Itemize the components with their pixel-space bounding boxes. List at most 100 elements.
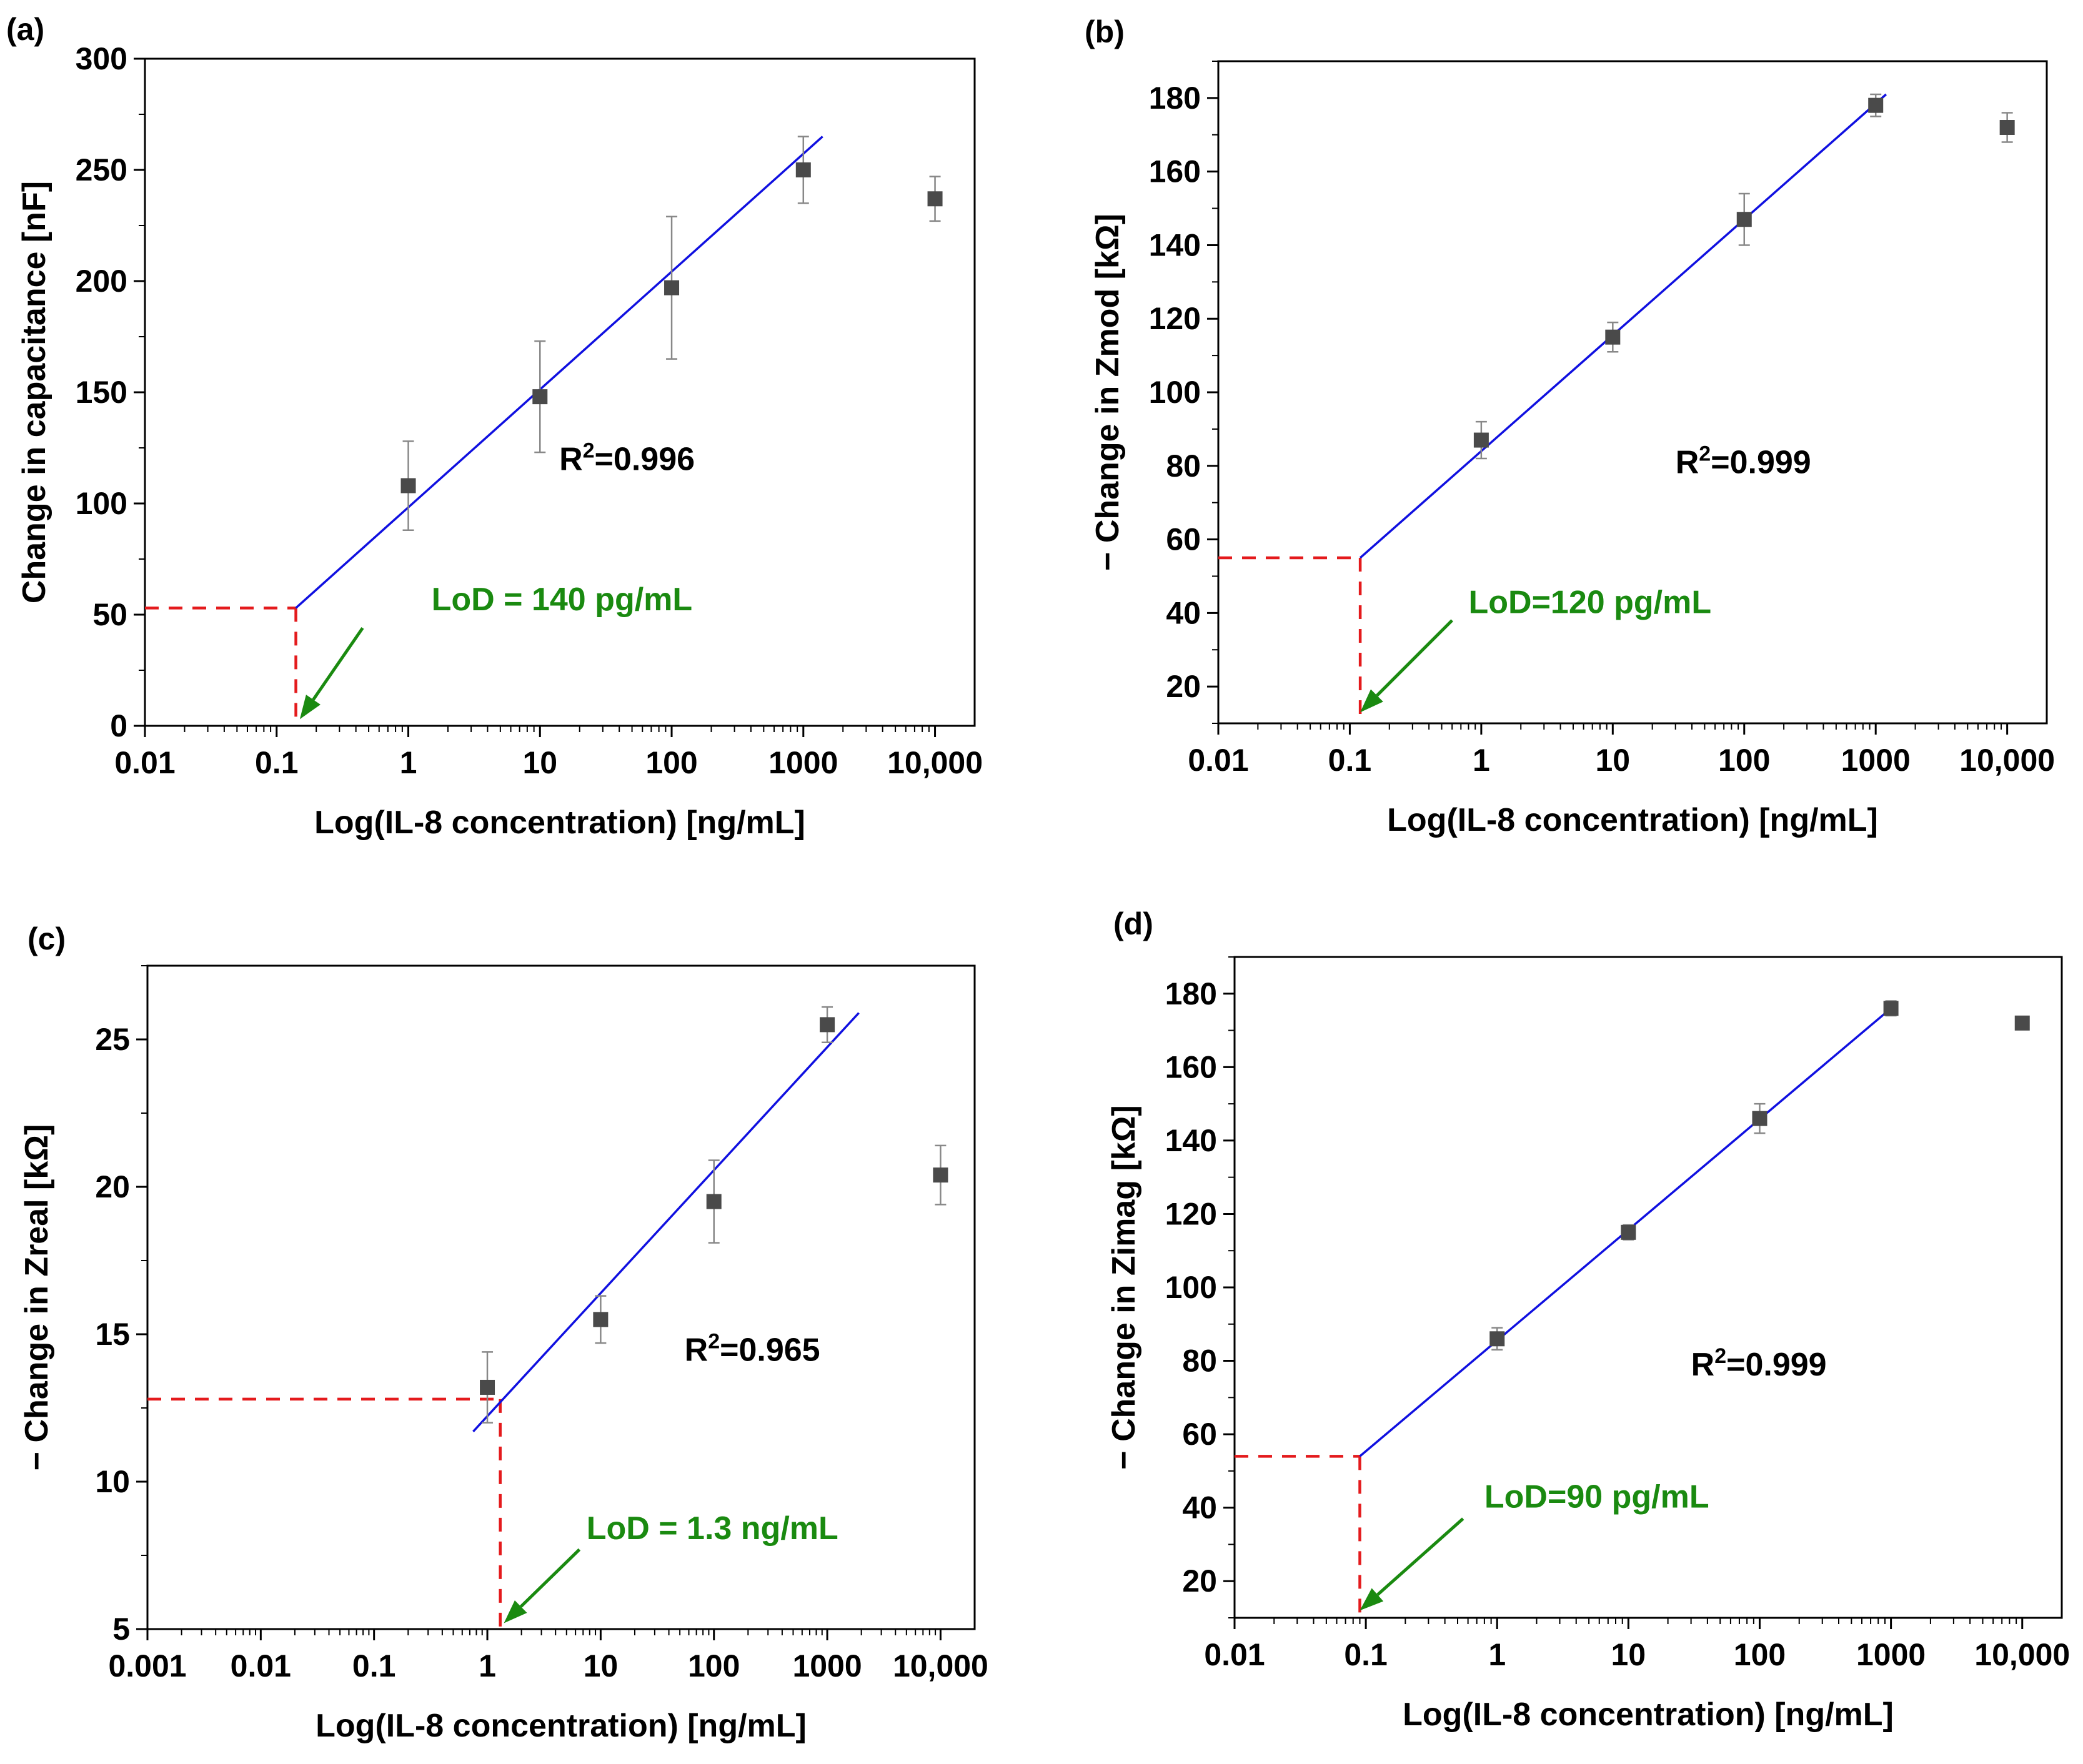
x-tick-label: 1000: [1856, 1637, 1926, 1672]
data-point: [664, 280, 680, 295]
y-tick-label: 120: [1149, 301, 1201, 336]
y-tick-label: 40: [1182, 1490, 1217, 1525]
x-tick-label: 100: [1734, 1637, 1786, 1672]
y-tick-label: 25: [95, 1022, 130, 1057]
data-point: [1621, 1224, 1636, 1240]
x-tick-label: 10,000: [1974, 1637, 2070, 1672]
lod-arrowhead: [1360, 1588, 1384, 1611]
y-axis-title: − Change in Zmod [kΩ]: [1090, 214, 1126, 571]
data-point: [1868, 97, 1884, 113]
r2-annotation: R2=0.999: [1691, 1344, 1827, 1383]
y-tick-label: 60: [1182, 1417, 1217, 1452]
x-tick-label: 0.1: [1344, 1637, 1388, 1672]
r2-superscript: 2: [583, 439, 595, 463]
x-axis-title: Log(IL-8 concentration) [ng/mL]: [1387, 802, 1878, 838]
data-point: [1473, 432, 1489, 448]
y-tick-label: 20: [1166, 669, 1201, 704]
chart-panel-0: (a) 0.01 0.1 1 10 100 1000 10,000 0 50 100 150 200 25…: [6, 12, 983, 841]
data-point: [1605, 329, 1621, 345]
panel-label: (d): [1113, 906, 1153, 941]
data-point: [532, 389, 548, 405]
data-point: [933, 1167, 948, 1183]
x-axis-title: Log(IL-8 concentration) [ng/mL]: [316, 1708, 807, 1744]
y-tick-label: 60: [1166, 522, 1201, 557]
x-tick-label: 0.1: [1328, 743, 1372, 778]
r2-annotation: R2=0.996: [559, 439, 695, 478]
y-tick-label: 100: [1165, 1270, 1217, 1305]
y-tick-label: 180: [1149, 81, 1201, 116]
data-point: [400, 478, 416, 493]
x-axis-title: Log(IL-8 concentration) [ng/mL]: [1403, 1697, 1894, 1733]
y-axis-title: − Change in Zimag [kΩ]: [1106, 1105, 1142, 1469]
r2-value: =0.996: [595, 442, 695, 478]
lod-label: LoD=90 pg/mL: [1484, 1479, 1709, 1515]
y-tick-label: 160: [1165, 1049, 1217, 1084]
y-tick-label: 15: [95, 1317, 130, 1352]
r2-value: =0.965: [720, 1332, 820, 1368]
data-point: [1883, 1001, 1899, 1016]
y-tick-label: 120: [1165, 1196, 1217, 1231]
r2-letter: R: [1691, 1347, 1715, 1383]
x-tick-label: 1: [1488, 1637, 1506, 1672]
x-tick-label: 10: [1611, 1637, 1646, 1672]
x-tick-label: 1000: [768, 745, 838, 780]
y-tick-label: 140: [1165, 1123, 1217, 1158]
fit-line: [472, 1012, 860, 1432]
x-tick-label: 100: [688, 1648, 740, 1683]
x-tick-label: 0.01: [231, 1648, 291, 1683]
y-tick-label: 40: [1166, 595, 1201, 630]
y-tick-label: 100: [76, 486, 127, 521]
x-tick-label: 10: [522, 745, 557, 780]
lod-arrowhead: [1360, 689, 1383, 713]
lod-arrow: [1376, 1517, 1464, 1596]
y-tick-label: 200: [76, 264, 127, 299]
lod-label: LoD = 1.3 ng/mL: [587, 1510, 838, 1547]
chart-panel-1: (b) 0.01 0.1 1 10 100 1000 10,000 20 40 60 80 100 120…: [1085, 14, 2055, 838]
lod-label: LoD = 140 pg/mL: [432, 582, 693, 618]
x-tick-label: 1000: [792, 1648, 862, 1683]
lod-arrow: [312, 627, 364, 701]
x-tick-label: 10,000: [887, 745, 983, 780]
data-point: [706, 1194, 722, 1209]
x-tick-label: 1: [479, 1648, 496, 1683]
y-tick-label: 160: [1149, 154, 1201, 189]
r2-value: =0.999: [1726, 1347, 1827, 1383]
lod-arrowhead: [299, 695, 321, 720]
y-tick-label: 180: [1165, 976, 1217, 1011]
data-point: [820, 1017, 835, 1033]
x-tick-label: 1000: [1841, 743, 1911, 778]
y-tick-label: 140: [1149, 227, 1201, 262]
y-tick-label: 300: [76, 41, 127, 76]
r2-letter: R: [559, 442, 583, 478]
r2-superscript: 2: [1714, 1344, 1726, 1368]
x-tick-label: 10: [584, 1648, 619, 1683]
x-tick-label: 0.01: [114, 745, 175, 780]
y-axis-title: − Change in Zreal [kΩ]: [19, 1124, 55, 1471]
x-tick-label: 100: [1718, 743, 1770, 778]
x-tick-label: 0.1: [352, 1648, 396, 1683]
y-axis-title: Change in capacitance [nF]: [16, 181, 52, 603]
data-point: [1489, 1331, 1505, 1347]
x-tick-label: 0.1: [255, 745, 299, 780]
y-tick-label: 5: [112, 1612, 130, 1647]
r2-annotation: R2=0.965: [685, 1329, 820, 1368]
x-tick-label: 0.001: [108, 1648, 186, 1683]
y-tick-label: 80: [1182, 1344, 1217, 1379]
x-axis-title: Log(IL-8 concentration) [ng/mL]: [314, 805, 805, 841]
y-tick-label: 20: [95, 1169, 130, 1204]
x-tick-label: 1: [1473, 743, 1490, 778]
chart-panel-3: (d) 0.01 0.1 1 10 100 1000 10,000 20 40 60 80 100 120…: [1106, 906, 2070, 1733]
r2-annotation: R2=0.999: [1676, 442, 1811, 481]
x-tick-label: 0.01: [1204, 1637, 1265, 1672]
data-point: [1999, 120, 2015, 135]
data-point: [480, 1379, 495, 1395]
fit-line: [1359, 93, 1887, 559]
lod-arrowhead: [504, 1600, 527, 1623]
lod-arrow: [519, 1548, 581, 1608]
x-tick-label: 10: [1596, 743, 1631, 778]
r2-superscript: 2: [1699, 442, 1711, 466]
data-point: [1736, 212, 1752, 227]
y-tick-label: 50: [92, 597, 127, 632]
chart-panel-2: (c) 0.001 0.01 0.1 1 10 100 1000 10,000 5 10 15 20 25…: [19, 921, 988, 1744]
